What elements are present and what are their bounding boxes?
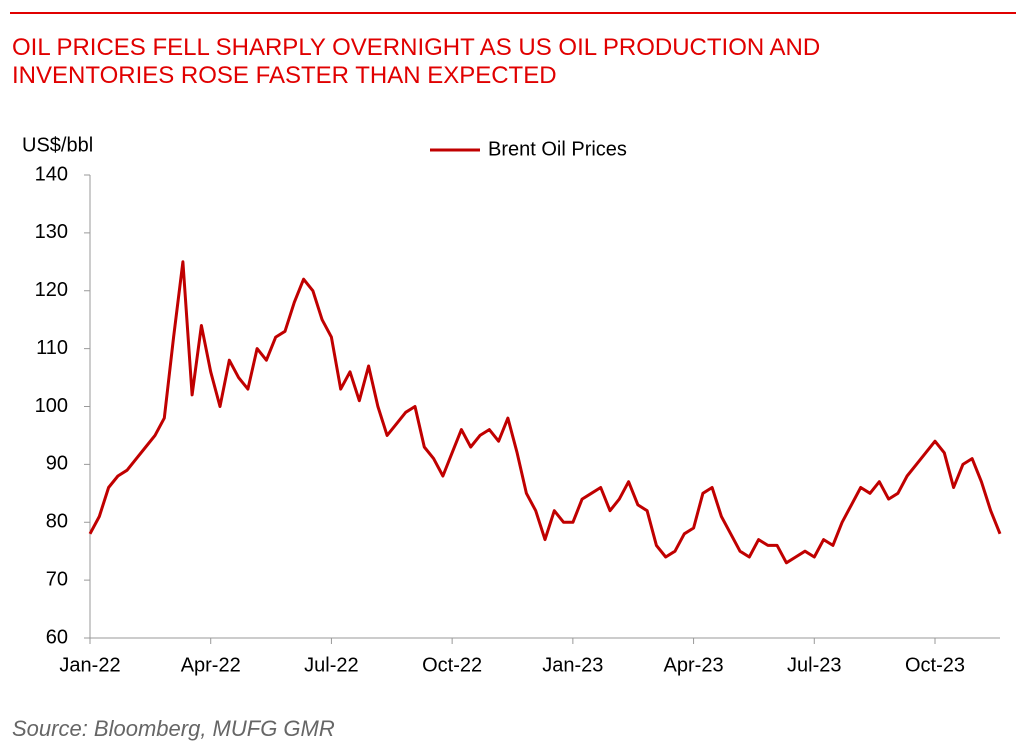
- y-tick-label: 80: [46, 511, 68, 533]
- chart-title: OIL PRICES FELL SHARPLY OVERNIGHT AS US …: [12, 34, 821, 89]
- legend-label: Brent Oil Prices: [488, 138, 627, 160]
- y-tick-label: 110: [36, 337, 68, 359]
- y-tick-label: 130: [35, 221, 68, 243]
- x-tick-label: Jul-23: [787, 654, 841, 676]
- x-tick-label: Oct-23: [905, 654, 965, 676]
- x-tick-label: Jul-22: [304, 654, 358, 676]
- x-tick-label: Jan-22: [59, 654, 120, 676]
- source-note: Source: Bloomberg, MUFG GMR: [12, 716, 335, 741]
- y-tick-label: 140: [35, 163, 68, 185]
- y-tick-label: 60: [46, 626, 68, 648]
- x-tick-label: Apr-22: [181, 654, 241, 676]
- x-tick-label: Oct-22: [422, 654, 482, 676]
- price-line: [88, 260, 1002, 565]
- y-tick-label: 100: [35, 395, 68, 417]
- y-tick-label: 120: [35, 279, 68, 301]
- top-rule: [10, 12, 1016, 14]
- y-tick-label: 70: [46, 568, 68, 590]
- x-tick-label: Jan-23: [542, 654, 603, 676]
- y-tick-label: 90: [46, 453, 68, 475]
- y-axis-label: US$/bbl: [22, 134, 93, 156]
- x-tick-label: Apr-23: [664, 654, 724, 676]
